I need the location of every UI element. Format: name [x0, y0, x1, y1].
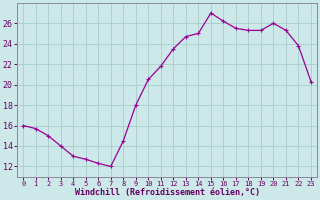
X-axis label: Windchill (Refroidissement éolien,°C): Windchill (Refroidissement éolien,°C)	[75, 188, 260, 197]
